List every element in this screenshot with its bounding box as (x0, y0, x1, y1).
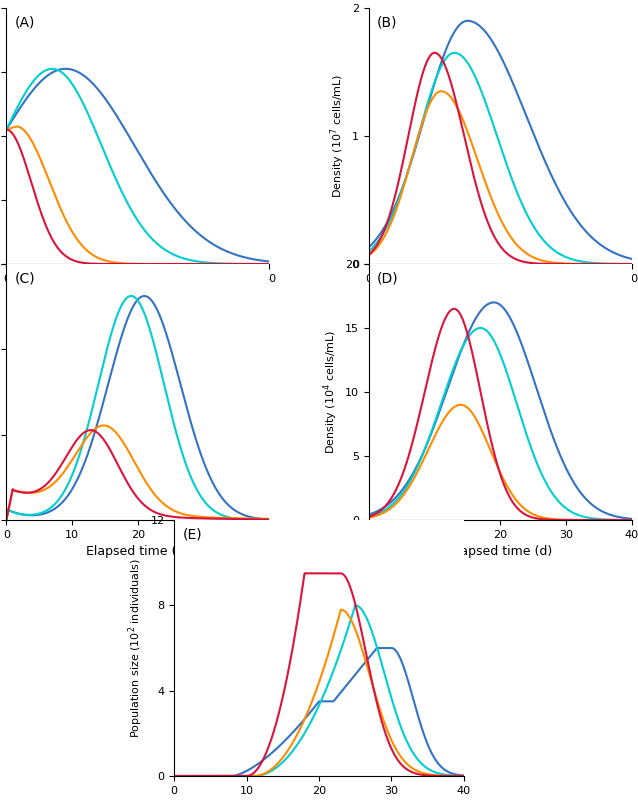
X-axis label: Elapsed time (d): Elapsed time (d) (449, 546, 552, 558)
Text: (E): (E) (183, 528, 202, 542)
Y-axis label: Population size (10$^2$ individuals): Population size (10$^2$ individuals) (126, 558, 145, 738)
X-axis label: Elapsed time (d): Elapsed time (d) (449, 290, 552, 302)
Y-axis label: Density (10$^7$ cells/mL): Density (10$^7$ cells/mL) (328, 74, 346, 198)
X-axis label: Elapsed time (d): Elapsed time (d) (86, 290, 189, 302)
Text: (C): (C) (14, 272, 35, 286)
Text: (D): (D) (377, 272, 398, 286)
Y-axis label: Density (10$^4$ cells/mL): Density (10$^4$ cells/mL) (321, 330, 339, 454)
X-axis label: Elapsed time (d): Elapsed time (d) (86, 546, 189, 558)
Text: (A): (A) (14, 16, 34, 30)
Text: (B): (B) (377, 16, 397, 30)
Legend: 15°C, 20°C, 25°C, 30°C: 15°C, 20°C, 25°C, 30°C (470, 14, 539, 93)
